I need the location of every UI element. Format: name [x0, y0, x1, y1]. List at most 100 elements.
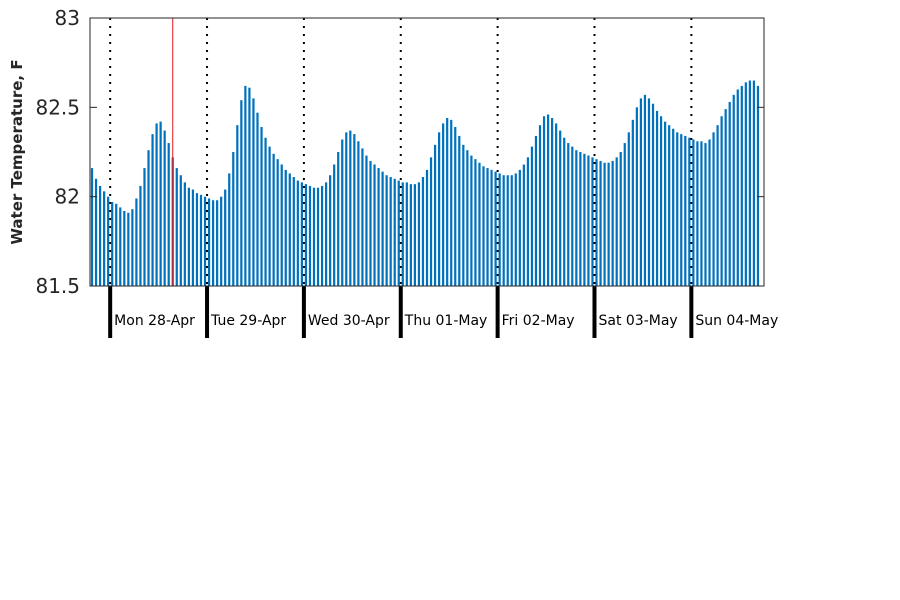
bar [551, 118, 554, 286]
bar [183, 182, 186, 286]
bar [115, 203, 118, 286]
y-tick-label: 83 [55, 6, 80, 30]
bar [607, 162, 610, 286]
bar [179, 175, 182, 286]
bar [692, 139, 695, 286]
bar [357, 141, 360, 286]
bar [147, 150, 150, 286]
bar [526, 157, 530, 286]
bar [320, 185, 324, 286]
bar [482, 166, 485, 286]
bar [433, 144, 437, 286]
bar [716, 125, 719, 286]
bar [462, 144, 465, 286]
y-tick-label: 81.5 [35, 274, 80, 298]
plot-area-frame [89, 17, 765, 287]
bar [623, 143, 626, 286]
bar [191, 189, 195, 286]
bar [240, 100, 243, 286]
day-label: Mon 28-Apr [114, 313, 195, 329]
bar [534, 135, 538, 286]
bar [405, 182, 408, 286]
bar [446, 118, 449, 286]
bar [619, 152, 622, 286]
bar [546, 114, 550, 286]
bar [514, 173, 517, 286]
bar [442, 123, 445, 286]
bar [563, 137, 566, 286]
bar [458, 135, 461, 286]
day-label: Sat 03-May [598, 313, 677, 329]
bar [518, 169, 521, 286]
bar [409, 184, 412, 286]
bar [98, 185, 102, 286]
bar [260, 126, 263, 287]
bar [276, 159, 279, 286]
bar [502, 175, 505, 286]
bar [744, 82, 747, 286]
bar [143, 168, 146, 286]
bar [252, 98, 255, 287]
bar [583, 153, 586, 286]
bar [381, 171, 384, 286]
bar [159, 121, 162, 286]
bar [365, 155, 368, 286]
bar [425, 169, 429, 286]
bar [615, 157, 618, 286]
bar [103, 191, 106, 286]
bar [272, 153, 275, 286]
bar [127, 212, 130, 286]
bar [187, 187, 190, 286]
y-axis-label: Water Temperature, F [8, 59, 26, 244]
bar [664, 121, 667, 286]
bar [490, 169, 493, 286]
bar [595, 159, 598, 286]
bar [466, 150, 469, 286]
bar [579, 152, 582, 286]
bar [90, 168, 94, 286]
bar [389, 177, 392, 286]
bar [248, 87, 251, 287]
bar [688, 137, 691, 286]
bar [555, 123, 558, 286]
bar [498, 173, 501, 286]
bar [224, 189, 227, 286]
bar-series [90, 80, 760, 287]
bar [712, 132, 715, 286]
bar [559, 130, 562, 286]
bar [401, 182, 404, 286]
bar [510, 175, 513, 286]
bar [672, 128, 675, 286]
bar [478, 162, 481, 286]
bar [155, 123, 158, 286]
day-label: Fri 02-May [502, 313, 575, 329]
bar [668, 125, 671, 286]
bar [304, 184, 308, 286]
bar [522, 164, 525, 286]
bar [377, 168, 380, 286]
bar [740, 85, 743, 286]
bar [486, 168, 489, 286]
bar [421, 177, 425, 286]
bar [655, 110, 659, 286]
bar [417, 182, 421, 286]
bar [676, 132, 679, 286]
bar [494, 171, 497, 286]
bar [700, 141, 703, 286]
bar [207, 198, 211, 286]
bar [450, 119, 453, 286]
bar [470, 155, 473, 286]
bar [708, 139, 711, 286]
bar [635, 107, 638, 286]
y-tick-label: 82 [55, 185, 80, 209]
bar [232, 152, 235, 286]
bar [123, 210, 126, 286]
y-tick-label: 82.5 [35, 95, 80, 119]
bar [724, 109, 727, 287]
bar [631, 119, 634, 286]
bar [720, 116, 723, 287]
bar [256, 112, 259, 286]
bar [135, 198, 138, 286]
bar [94, 178, 98, 286]
day-labels: Mon 28-Apr Tue 29-Apr Wed 30-Apr Thu 01-May… [114, 313, 778, 329]
